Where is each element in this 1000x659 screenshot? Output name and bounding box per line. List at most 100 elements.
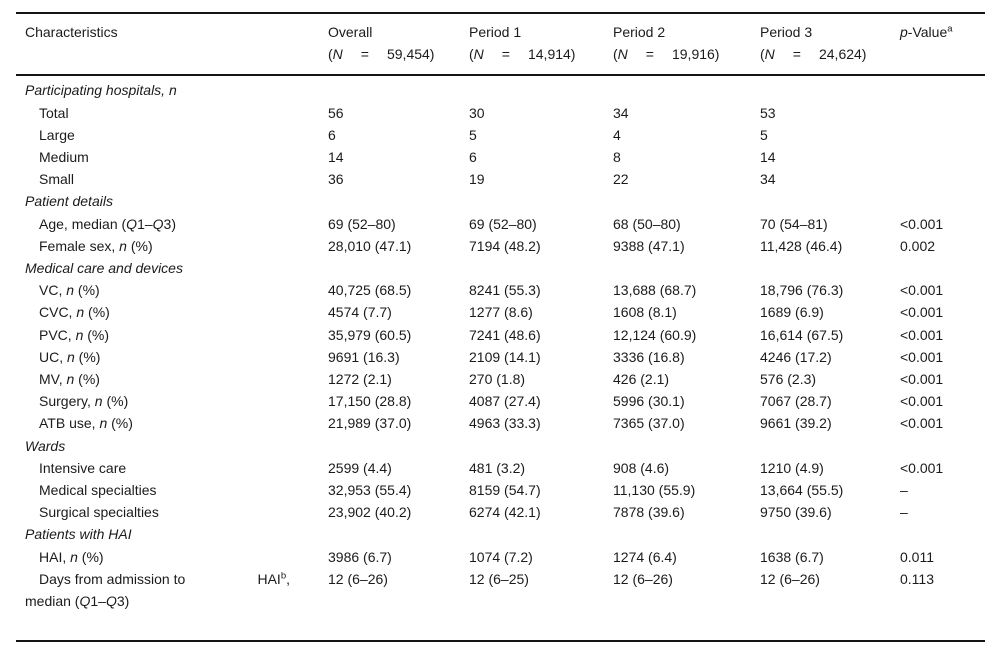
cell-value: 56 (328, 104, 344, 121)
row-label: Medical specialties (39, 482, 157, 499)
cell-value: 7241 (48.6) (469, 326, 541, 343)
section-row: Patients with HAI (16, 523, 985, 545)
row-label: Intensive care (39, 459, 127, 476)
cell-value: 481 (3.2) (469, 459, 526, 476)
cell-value: 28,010 (47.1) (328, 237, 412, 254)
cell-value: <0.001 (900, 282, 944, 299)
cell-value: 426 (2.1) (613, 371, 670, 388)
cell-value (613, 435, 760, 457)
cell-value: 13,688 (68.7) (613, 282, 697, 299)
row-label: Surgical specialties (39, 504, 159, 521)
cell-value (760, 435, 900, 457)
column-header: Period 1 (N = 14,914) (469, 21, 613, 65)
cell-value: 8 (613, 149, 621, 166)
table-row: CVC, n (%) 4574 (7.7) 1277 (8.6) 1608 (8.1)… (16, 301, 985, 323)
cell-value (900, 168, 985, 190)
table-header: Characteristics Overall (N = 59,454) Period … (16, 12, 985, 77)
cell-value: 35,979 (60.5) (328, 326, 412, 343)
row-label: Small (39, 171, 75, 188)
row-label: MV, n (%) (39, 371, 100, 388)
row-label: Age, median (Q1–Q3) (39, 215, 176, 232)
cell-value: 6 (469, 149, 477, 166)
cell-value: 53 (760, 104, 776, 121)
cell-value: 12 (6–26) (760, 570, 820, 587)
row-label: PVC, n (%) (39, 326, 110, 343)
cell-value: 34 (613, 104, 629, 121)
column-n-line: (N = 24,624) (760, 46, 867, 63)
cell-value: 14 (760, 149, 776, 166)
cell-value: 69 (52–80) (328, 215, 396, 232)
table-row: Surgery, n (%) 17,150 (28.8) 4087 (27.4) 59… (16, 390, 985, 412)
section-row: Wards (16, 435, 985, 457)
cell-value (760, 79, 900, 101)
row-label: Patients with HAI (25, 526, 132, 543)
cell-value (613, 257, 760, 279)
cell-value: 11,130 (55.9) (613, 482, 696, 499)
cell-value: <0.001 (900, 348, 944, 365)
table-row: Medical specialties 32,953 (55.4) 8159 (54… (16, 479, 985, 501)
cell-value: 6274 (42.1) (469, 504, 541, 521)
cell-value (469, 257, 613, 279)
cell-value: 12 (6–25) (469, 570, 529, 587)
table-row: MV, n (%) 1272 (2.1) 270 (1.8) 426 (2.1) 576… (16, 368, 985, 390)
column-header: Period 2 (N = 19,916) (613, 21, 760, 65)
table-row: HAI, n (%) 3986 (6.7) 1074 (7.2) 1274 (6.4)… (16, 546, 985, 568)
column-title: Overall (328, 24, 373, 40)
cell-value (760, 523, 900, 545)
cell-value (469, 435, 613, 457)
cell-value: 8159 (54.7) (469, 482, 541, 499)
cell-value: 18,796 (76.3) (760, 282, 844, 299)
table-row: ATB use, n (%) 21,989 (37.0) 4963 (33.3) 73… (16, 412, 985, 434)
cell-value (900, 523, 985, 545)
cell-value: 23,902 (40.2) (328, 504, 412, 521)
table-row: Surgical specialties 23,902 (40.2) 6274 (4… (16, 501, 985, 523)
cell-value: 32,953 (55.4) (328, 482, 412, 499)
row-label: Days from admission to HAIb, median (Q1–Q3… (16, 568, 328, 612)
cell-value: 270 (1.8) (469, 371, 526, 388)
cell-value: 576 (2.3) (760, 371, 817, 388)
cell-value (900, 102, 985, 124)
cell-value: 36 (328, 171, 344, 188)
cell-value: <0.001 (900, 393, 944, 410)
row-label: Large (39, 126, 75, 143)
row-label: CVC, n (%) (39, 304, 110, 321)
cell-value: 22 (613, 171, 629, 188)
row-label: VC, n (%) (39, 282, 100, 299)
cell-value (613, 190, 760, 212)
cell-value: – (900, 504, 908, 521)
cell-value: <0.001 (900, 215, 944, 232)
cell-value: 1689 (6.9) (760, 304, 824, 321)
cell-value: 1608 (8.1) (613, 304, 677, 321)
cell-value (760, 257, 900, 279)
cell-value (900, 435, 985, 457)
row-label: Female sex, n (%) (39, 237, 153, 254)
cell-value: 13,664 (55.5) (760, 482, 844, 499)
cell-value (328, 190, 469, 212)
cell-value: 7365 (37.0) (613, 415, 685, 432)
cell-value: 1074 (7.2) (469, 548, 533, 565)
cell-value: 1638 (6.7) (760, 548, 824, 565)
table-row: Days from admission to HAIb, median (Q1–Q3… (16, 568, 985, 612)
column-title: Period 3 (760, 24, 813, 40)
table-body: Participating hospitals, n Total 56 30 34 53 L… (16, 76, 985, 643)
cell-value (613, 79, 760, 101)
cell-value (328, 435, 469, 457)
row-label: UC, n (%) (39, 348, 101, 365)
column-n-line: (N = 19,916) (613, 46, 720, 63)
cell-value: 8241 (55.3) (469, 282, 541, 299)
cell-value (328, 523, 469, 545)
cell-value: 68 (50–80) (613, 215, 681, 232)
table-row: Total 56 30 34 53 (16, 102, 985, 124)
cell-value (328, 79, 469, 101)
cell-value: <0.001 (900, 304, 944, 321)
cell-value: 4087 (27.4) (469, 393, 541, 410)
cell-value (900, 190, 985, 212)
column-n-line: (N = 59,454) (328, 46, 435, 63)
cell-value (328, 257, 469, 279)
cell-value: 9691 (16.3) (328, 348, 400, 365)
cell-value: 70 (54–81) (760, 215, 828, 232)
row-label: Medium (39, 149, 89, 166)
table-row: VC, n (%) 40,725 (68.5) 8241 (55.3) 13,688 … (16, 279, 985, 301)
cell-value: 19 (469, 171, 485, 188)
cell-value: <0.001 (900, 415, 944, 432)
